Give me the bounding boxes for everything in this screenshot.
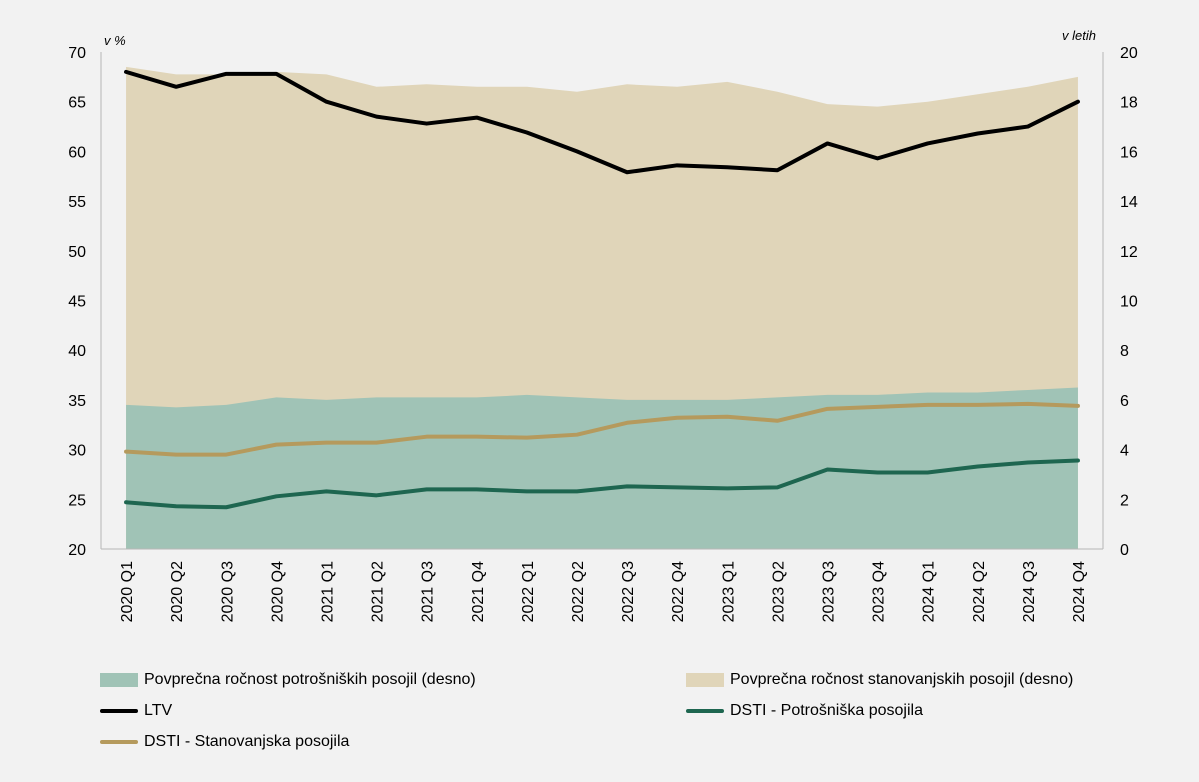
x-tick-label: 2024 Q3 (1021, 561, 1038, 622)
y-right-tick-label: 16 (1120, 144, 1138, 161)
y-right-tick-label: 8 (1120, 343, 1129, 360)
y-right-tick-label: 20 (1120, 45, 1138, 62)
y-left-tick-label: 70 (68, 45, 86, 62)
x-tick-label: 2020 Q4 (269, 561, 286, 622)
x-tick-label: 2023 Q3 (820, 561, 837, 622)
x-tick-label: 2021 Q4 (470, 561, 487, 622)
x-tick-label: 2022 Q4 (670, 561, 687, 622)
x-tick-label: 2023 Q4 (871, 561, 888, 622)
x-tick-label: 2024 Q2 (971, 561, 988, 622)
y-right-tick-label: 12 (1120, 244, 1138, 261)
x-tick-label: 2020 Q2 (169, 561, 186, 622)
x-tick-label: 2024 Q1 (921, 561, 938, 622)
y-left-tick-label: 65 (68, 95, 86, 112)
x-tick-label: 2024 Q4 (1071, 561, 1088, 622)
x-tick-label: 2022 Q2 (570, 561, 587, 622)
x-tick-label: 2022 Q1 (520, 561, 537, 622)
right-axis-unit: v letih (1062, 28, 1096, 43)
y-right-tick-label: 4 (1120, 443, 1129, 460)
y-right-tick-label: 10 (1120, 294, 1138, 311)
y-left-tick-label: 20 (68, 542, 86, 559)
x-tick-label: 2021 Q1 (319, 561, 336, 622)
x-tick-label: 2021 Q3 (420, 561, 437, 622)
x-tick-label: 2020 Q1 (119, 561, 136, 622)
y-right-tick-label: 2 (1120, 492, 1129, 509)
y-right-tick-label: 14 (1120, 194, 1138, 211)
area-consumer-maturity (126, 387, 1078, 549)
line-ltv (124, 69, 1080, 175)
y-left-tick-label: 55 (68, 194, 86, 211)
y-left-tick-label: 60 (68, 144, 86, 161)
y-right-tick-label: 0 (1120, 542, 1129, 559)
y-left-tick-label: 30 (68, 443, 86, 460)
x-tick-label: 2022 Q3 (620, 561, 637, 622)
line-dsti-consumer (124, 458, 1080, 510)
x-tick-label: 2021 Q2 (370, 561, 387, 622)
y-right-tick-label: 18 (1120, 95, 1138, 112)
x-tick-label: 2020 Q3 (219, 561, 236, 622)
y-left-tick-label: 40 (68, 343, 86, 360)
line-dsti-housing (124, 401, 1080, 457)
y-left-tick-label: 35 (68, 393, 86, 410)
left-axis-unit: v % (104, 33, 126, 48)
y-left-tick-label: 50 (68, 244, 86, 261)
x-tick-label: 2023 Q1 (720, 561, 737, 622)
y-left-tick-label: 45 (68, 294, 86, 311)
y-right-tick-label: 6 (1120, 393, 1129, 410)
y-left-tick-label: 25 (68, 492, 86, 509)
x-tick-label: 2023 Q2 (770, 561, 787, 622)
